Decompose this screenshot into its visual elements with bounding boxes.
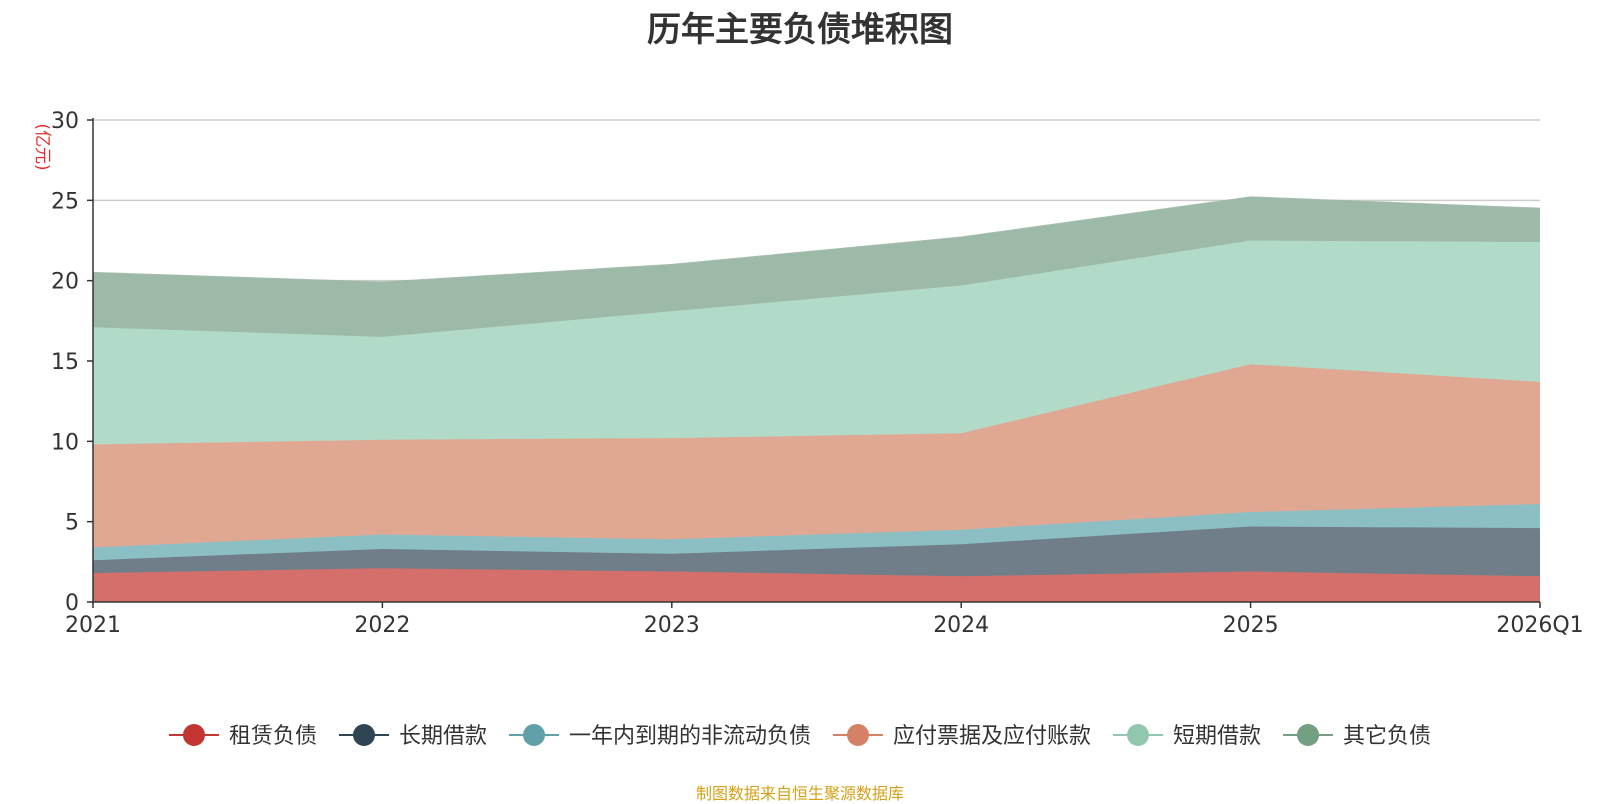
legend-item-3[interactable]: 应付票据及应付账款 xyxy=(833,724,1091,749)
x-tick-label: 2025 xyxy=(1223,613,1279,638)
y-tick-label: 15 xyxy=(51,350,79,375)
y-axis-label: (亿元) xyxy=(32,123,52,170)
legend-label: 应付票据及应付账款 xyxy=(893,724,1091,749)
legend-marker xyxy=(1297,724,1319,746)
legend-item-4[interactable]: 短期借款 xyxy=(1113,724,1261,749)
x-tick-label: 2021 xyxy=(65,613,121,638)
x-tick-label: 2026Q1 xyxy=(1496,613,1583,638)
legend-label: 其它负债 xyxy=(1343,724,1431,749)
area-series-2[interactable] xyxy=(93,504,1540,561)
x-tick-label: 2023 xyxy=(644,613,700,638)
legend-label: 一年内到期的非流动负债 xyxy=(569,724,811,749)
legend-label: 短期借款 xyxy=(1173,724,1261,749)
legend-label: 长期借款 xyxy=(399,724,487,749)
legend-label: 租赁负债 xyxy=(229,724,317,749)
legend-item-1[interactable]: 长期借款 xyxy=(339,724,487,749)
legend-marker xyxy=(523,724,545,746)
legend-item-0[interactable]: 租赁负债 xyxy=(169,724,317,749)
y-tick-label: 25 xyxy=(51,189,79,214)
y-tick-label: 30 xyxy=(51,109,79,134)
area-series-5[interactable] xyxy=(93,197,1540,337)
area-series-4[interactable] xyxy=(93,240,1540,445)
area-series xyxy=(92,196,1541,602)
y-tick-label: 5 xyxy=(65,511,79,536)
legend-marker xyxy=(353,724,375,746)
legend-marker xyxy=(183,724,205,746)
legend-item-5[interactable]: 其它负债 xyxy=(1283,724,1431,749)
area-series-3[interactable] xyxy=(93,364,1540,548)
legend-marker xyxy=(847,724,869,746)
y-tick-label: 0 xyxy=(65,591,79,616)
legend-item-2[interactable]: 一年内到期的非流动负债 xyxy=(509,724,811,749)
x-tick-label: 2024 xyxy=(933,613,989,638)
area-series-1[interactable] xyxy=(93,526,1540,577)
source-note: 制图数据来自恒生聚源数据库 xyxy=(695,784,904,803)
legend-marker xyxy=(1127,724,1149,746)
area-series-edge-5 xyxy=(92,196,1541,284)
area-series-0[interactable] xyxy=(93,568,1540,602)
y-tick-label: 20 xyxy=(51,270,79,295)
legend: 租赁负债 长期借款 一年内到期的非流动负债 应付票据及应付账款 短期借款 其它负债 xyxy=(169,724,1431,749)
x-tick-label: 2022 xyxy=(354,613,410,638)
chart-title: 历年主要负债堆积图 xyxy=(647,10,953,50)
y-tick-label: 10 xyxy=(51,430,79,455)
